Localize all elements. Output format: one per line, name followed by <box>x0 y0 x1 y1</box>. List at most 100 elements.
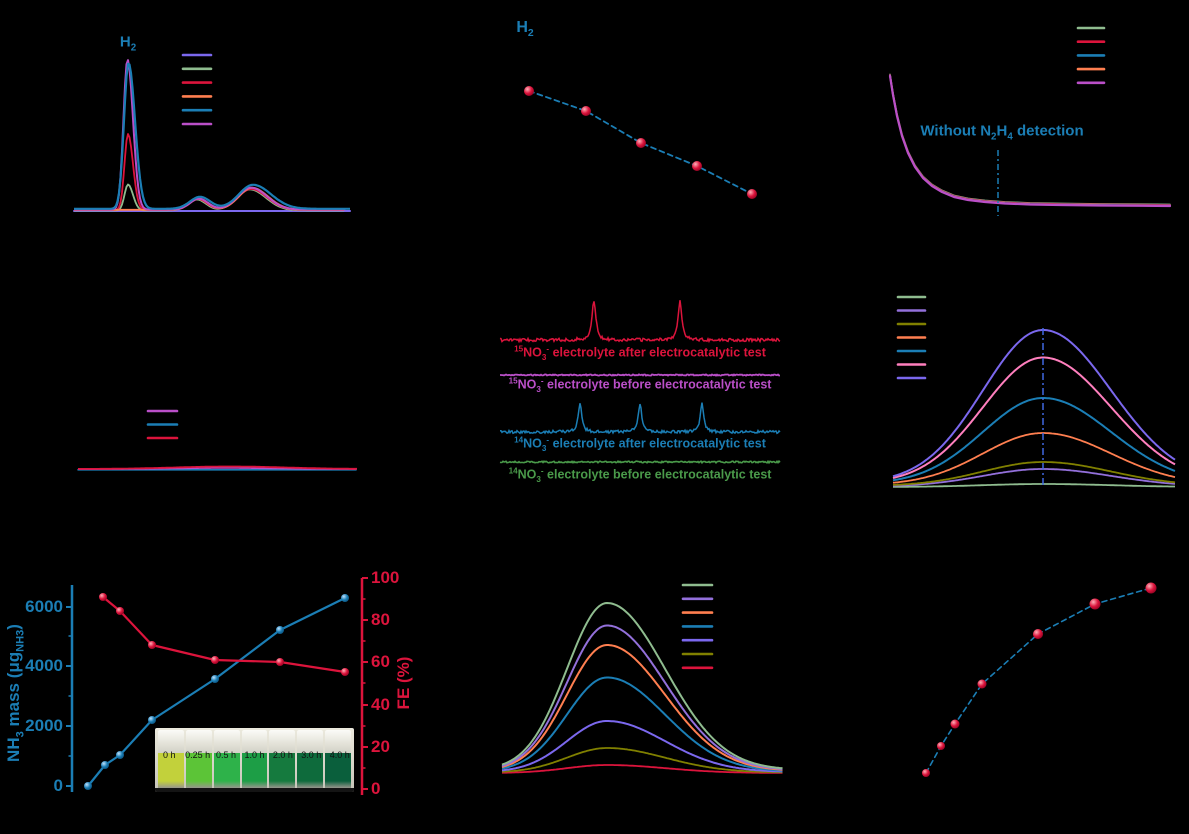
panel-h-svg <box>501 583 783 774</box>
axis-tick-label: 2000 <box>25 716 63 736</box>
no-hydrazine-annotation-part: H <box>996 122 1008 140</box>
abs-curve <box>501 720 783 773</box>
nmr-label-14n-after-part: electrolyte after electrocatalytic test <box>549 436 766 451</box>
nmr-label-14n-before: 14NO3- electrolyte before electrocatalyt… <box>509 467 772 484</box>
nmr-label-15n-after-part: 3 <box>541 353 547 363</box>
fe-line <box>101 595 347 674</box>
vial-liquid <box>297 753 324 788</box>
axis-tick-label: 4000 <box>25 656 63 676</box>
abs-curve <box>501 747 783 774</box>
h2-annotation-part: 2 <box>527 28 534 40</box>
axis-tick-label: 40 <box>371 695 390 715</box>
vial <box>297 730 324 788</box>
vial-cap <box>158 730 184 754</box>
nmr-trace-14n-after <box>500 402 781 435</box>
nmr-label-15n-after-part: 15 <box>514 344 524 354</box>
data-markers <box>636 138 646 148</box>
nmr-label-14n-before-part: electrolyte before electrocatalytic test <box>543 467 772 482</box>
left-axis-title-part: NH3 <box>14 629 27 652</box>
connector-dashed-line <box>925 587 1152 774</box>
h2-annotation: H2 <box>516 18 534 40</box>
no-hydrazine-annotation-part: 4 <box>1007 131 1013 143</box>
axis-tick-label: 80 <box>371 610 390 630</box>
vial-time-label: 1.0 h <box>244 749 265 760</box>
vial <box>269 730 296 788</box>
abs-curve <box>893 468 1176 487</box>
vial-time-label: 0.5 h <box>216 749 237 760</box>
vial-cap <box>213 730 240 754</box>
nmr-label-14n-after: 14NO3- electrolyte after electrocatalyti… <box>514 436 766 453</box>
h2-peak-label-part: 2 <box>130 42 137 54</box>
abs-curve <box>893 483 1175 488</box>
left-axis-title-part: mass (μg <box>4 651 24 732</box>
data-markers <box>692 161 702 171</box>
data-markers <box>1145 582 1157 594</box>
vial <box>185 730 212 788</box>
abs-curve <box>892 356 1176 479</box>
panel-a-gas-chromatograms: H2 <box>0 0 400 272</box>
vial-liquid <box>213 753 240 788</box>
abs-curve <box>501 644 783 771</box>
panel-f-svg <box>892 295 1176 488</box>
panel-d-svg <box>77 409 357 471</box>
nh3-mass-markers <box>116 751 124 759</box>
axis-tick-label: 20 <box>371 737 390 757</box>
nmr-label-15n-before-part: 15 <box>508 376 518 386</box>
nmr-label-15n-before-part: NO <box>517 377 537 392</box>
data-markers <box>950 719 960 729</box>
vial-cap <box>185 730 212 754</box>
axis-tick-label: 100 <box>371 568 400 588</box>
decay-curve <box>888 74 1172 208</box>
vial-liquid <box>325 753 352 788</box>
nmr-label-15n-before-part: - <box>540 376 544 386</box>
fe-markers <box>148 641 156 649</box>
abs-curve <box>892 329 1176 478</box>
nmr-label-14n-after-part: 3 <box>541 444 547 454</box>
abs-curve <box>501 624 783 770</box>
panel-b-h2-decline-scatter: H2 <box>400 0 790 272</box>
abs-curve <box>501 676 783 772</box>
nmr-label-15n-after-part: NO <box>523 345 542 360</box>
data-markers <box>977 679 987 689</box>
data-markers <box>1033 629 1043 639</box>
fe-markers <box>341 668 349 676</box>
nh3-mass-markers <box>101 761 109 769</box>
data-markers <box>937 742 945 750</box>
nh3-mass-markers <box>211 675 219 683</box>
panel-g-nh3-mass-fe-dual-axis: 0 2000 4000 6000 0 20 40 60 80 100 NH3 mass (μgNH3… <box>0 555 430 834</box>
fe-markers <box>276 658 284 666</box>
left-axis-title: NH3 mass (μgNH3) <box>4 624 27 762</box>
abs-curve <box>502 764 783 774</box>
panel-b-svg <box>524 86 757 199</box>
abs-curve <box>892 397 1176 482</box>
panel-a-svg <box>73 53 351 212</box>
nmr-trace-14n-before <box>499 459 781 465</box>
vial-time-label: 3.0 h <box>301 749 322 760</box>
no-hydrazine-annotation-part: Without N <box>920 122 992 140</box>
axis-tick-label: 60 <box>371 652 390 672</box>
vial-time-labels: 0 h 0.25 h 0.5 h 1.0 h 2.0 h 3.0 h 4.0 h <box>155 750 354 760</box>
connector-dashed-line <box>528 90 753 195</box>
left-axis-title-part: NH <box>4 737 24 762</box>
fe-markers <box>116 607 124 615</box>
vial-time-label: 2.0 h <box>272 749 293 760</box>
nmr-label-14n-before-part: 3 <box>536 475 541 485</box>
vial-time-label: 0 h <box>162 749 176 760</box>
nmr-label-14n-after-part: NO <box>523 436 542 451</box>
vial-liquid <box>241 753 268 788</box>
panel-c-decay-curves: Without N2H4 detection <box>790 0 1189 272</box>
left-axis-title-part: 3 <box>14 731 27 738</box>
nmr-label-14n-after-part: - <box>546 435 550 445</box>
panel-c-svg <box>888 26 1172 216</box>
h2-annotation-part: H <box>516 18 528 36</box>
vial-row <box>155 728 354 788</box>
panel-h-absorbance-series-2 <box>400 555 790 834</box>
panel-d-flat-control-curves <box>0 280 400 555</box>
axis-tick-label: 6000 <box>25 597 63 617</box>
nh3-mass-markers <box>84 782 92 790</box>
panel-g-svg <box>66 577 368 795</box>
nmr-label-14n-after-part: 14 <box>514 435 524 445</box>
no-hydrazine-annotation-part: 2 <box>991 131 997 143</box>
vial <box>213 730 240 788</box>
